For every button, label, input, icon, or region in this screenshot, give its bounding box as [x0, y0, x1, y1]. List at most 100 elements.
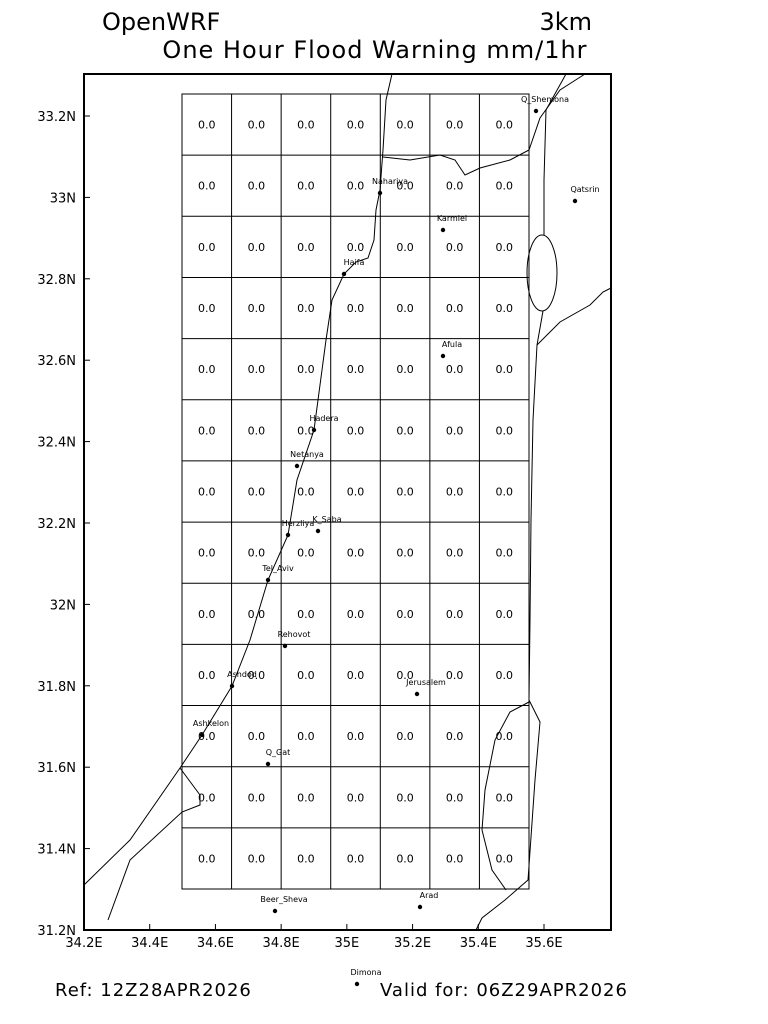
grid-value: 0.0 [495, 852, 513, 865]
city-dot [229, 683, 235, 689]
city-dot [440, 353, 446, 359]
grid-value: 0.0 [347, 852, 365, 865]
grid-value: 0.0 [198, 424, 216, 437]
grid-value: 0.0 [396, 180, 414, 193]
grid-value: 0.0 [347, 608, 365, 621]
grid-value: 0.0 [347, 302, 365, 315]
valid-time: Valid for: 06Z29APR2026 [380, 980, 628, 1001]
grid-value: 0.0 [198, 241, 216, 254]
grid-value: 0.0 [495, 486, 513, 499]
y-tick-label: 31.4N [37, 843, 76, 858]
grid-value: 0.0 [297, 791, 315, 804]
cities: Q_Shemona Nahariya Karmiel Qatsrin Haifa Aful… [193, 95, 600, 987]
axes: 34.2E 34.4E 34.6E 34.8E 35E 35.2E 35.4E 35.6E 31… [37, 110, 562, 951]
city-label: Q_Shemona [521, 95, 569, 104]
grid-value: 0.0 [495, 547, 513, 560]
city-dot [417, 904, 423, 910]
grid-value: 0.0 [297, 608, 315, 621]
x-tick-label: 34.6E [197, 936, 234, 951]
y-tick-label: 31.6N [37, 761, 76, 776]
grid-value: 0.0 [248, 424, 266, 437]
grid-value: 0.0 [495, 608, 513, 621]
grid-value: 0.0 [248, 547, 266, 560]
grid-value: 0.0 [198, 302, 216, 315]
city-label: Ashkelon [193, 719, 229, 728]
y-tick-label: 31.8N [37, 680, 76, 695]
y-tick-label: 32.2N [37, 517, 76, 532]
grid-value: 0.0 [198, 119, 216, 132]
city-dot [440, 227, 446, 233]
city-label: Tel_Aviv [261, 564, 294, 573]
grid-value: 0.0 [347, 669, 365, 682]
city-dot [294, 463, 300, 469]
x-tick-label: 34.8E [263, 936, 300, 951]
city-dot [285, 532, 291, 538]
grid-value: 0.0 [446, 241, 464, 254]
city-dot [341, 271, 347, 277]
grid-value: 0.0 [248, 119, 266, 132]
grid-value: 0.0 [347, 180, 365, 193]
grid-value: 0.0 [396, 547, 414, 560]
grid-value: 0.0 [396, 730, 414, 743]
city-label: Nahariya [372, 177, 408, 186]
grid-value: 0.0 [297, 486, 315, 499]
grid-value: 0.0 [347, 486, 365, 499]
grid-value: 0.0 [198, 180, 216, 193]
grid-value: 0.0 [297, 424, 315, 437]
city-dot [354, 981, 360, 987]
grid-value: 0.0 [396, 119, 414, 132]
grid-value: 0.0 [297, 119, 315, 132]
city-dot [533, 108, 539, 114]
grid-value: 0.0 [446, 119, 464, 132]
city-dot [315, 528, 321, 534]
grid-value: 0.0 [347, 363, 365, 376]
subtitle: One Hour Flood Warning mm/1hr [162, 36, 587, 64]
y-tick-label: 31.2N [37, 924, 76, 939]
x-tick-label: 35E [334, 936, 359, 951]
y-tick-label: 32.4N [37, 436, 76, 451]
grid-value: 0.0 [396, 424, 414, 437]
grid-value: 0.0 [396, 363, 414, 376]
city-label: Hadera [309, 414, 338, 423]
ref-time: Ref: 12Z28APR2026 [55, 980, 252, 1001]
title-right: 3km [539, 8, 592, 36]
grid-value: 0.0 [198, 363, 216, 376]
grid-value: 0.0 [446, 852, 464, 865]
grid-value: 0.0 [446, 547, 464, 560]
city-label: Q_Gat [266, 748, 291, 757]
grid-value: 0.0 [446, 669, 464, 682]
grid-value: 0.0 [248, 363, 266, 376]
grid-value: 0.0 [396, 241, 414, 254]
city-label: Netanya [290, 450, 324, 459]
syria-border [536, 287, 612, 346]
grid-value: 0.0 [297, 302, 315, 315]
y-tick-label: 32.8N [37, 273, 76, 288]
jordan-river [475, 310, 544, 931]
grid-value: 0.0 [198, 486, 216, 499]
sea-of-galilee [526, 234, 558, 312]
grid-value: 0.0 [297, 669, 315, 682]
x-tick-label: 34.4E [131, 936, 168, 951]
city-dot [572, 198, 578, 204]
y-tick-label: 32N [50, 598, 76, 613]
grid-value: 0.0 [248, 730, 266, 743]
grid-value: 0.0 [248, 669, 266, 682]
grid-value: 0.0 [396, 486, 414, 499]
grid-value: 0.0 [198, 791, 216, 804]
grid-value: 0.0 [396, 608, 414, 621]
grid-value: 0.0 [446, 486, 464, 499]
grid-value: 0.0 [248, 180, 266, 193]
grid-value: 0.0 [446, 424, 464, 437]
grid-value: 0.0 [248, 486, 266, 499]
grid-value: 0.0 [248, 791, 266, 804]
grid-value: 0.0 [248, 302, 266, 315]
y-tick-label: 33.2N [37, 110, 76, 125]
grid-value: 0.0 [446, 302, 464, 315]
city-label: K_Saba [312, 515, 341, 524]
city-label: Beer_Sheva [260, 895, 307, 904]
grid-value: 0.0 [446, 730, 464, 743]
grid-value: 0.0 [198, 669, 216, 682]
grid-value: 0.0 [297, 547, 315, 560]
city-dot [311, 427, 317, 433]
